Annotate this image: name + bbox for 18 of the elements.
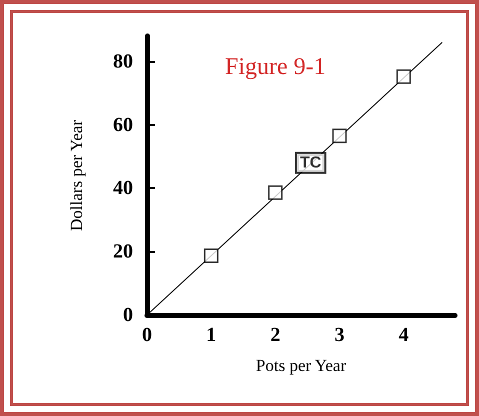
point [332, 128, 347, 144]
y-tick-label: 60 [113, 114, 133, 136]
x-tick-label: 1 [206, 324, 216, 346]
x-tick-label: 4 [398, 324, 409, 346]
annotation: TC [300, 154, 322, 172]
point [204, 248, 218, 263]
y-tick-label: 40 [113, 177, 133, 200]
y-axis-title: Dollars per Year [67, 120, 86, 231]
point [396, 69, 411, 84]
y-tick-label: 80 [113, 50, 133, 72]
x-tick-label: 3 [334, 324, 344, 346]
y-tick-label: 0 [123, 304, 133, 326]
text: Figure 9-1 [225, 54, 326, 80]
y-tick-label: 20 [113, 240, 133, 263]
x-tick-label: 2 [270, 324, 280, 346]
x-tick-label: 0 [142, 324, 152, 346]
point [268, 185, 283, 200]
x-axis-title: Pots per Year [256, 356, 346, 375]
